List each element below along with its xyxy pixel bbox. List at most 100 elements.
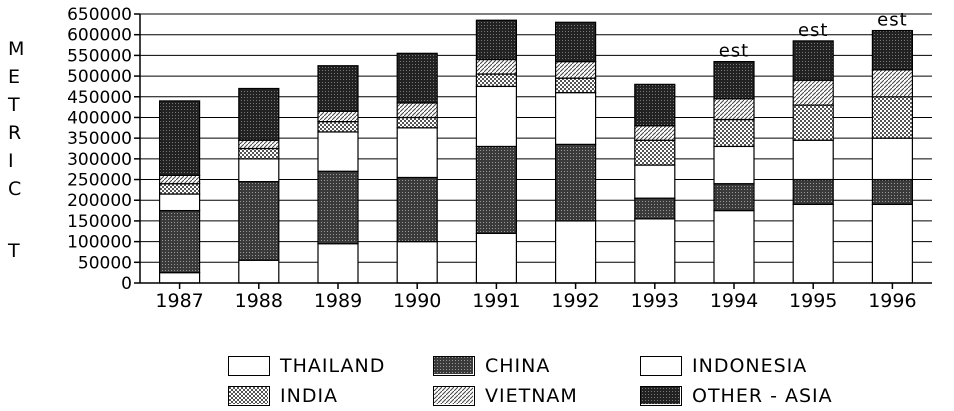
bar-segment-thailand-1987 (160, 273, 200, 283)
annotation-est-1996: est (877, 10, 908, 31)
bar-segment-india-1996 (872, 97, 912, 138)
bar-segment-vietnam-1993 (635, 126, 675, 140)
bar-segment-china-1993 (635, 198, 675, 219)
legend-item-india: INDIA (228, 384, 338, 408)
bar-segment-china-1989 (318, 171, 358, 243)
bar-segment-vietnam-1987 (160, 175, 200, 183)
bar-segment-other-asia-1991 (476, 20, 516, 59)
annotation-est-1995: est (798, 20, 829, 41)
y-tick-label: 450000 (67, 88, 132, 108)
y-tick-label: 300000 (67, 150, 132, 170)
bar-segment-china-1995 (793, 180, 833, 205)
bar-segment-india-1995 (793, 105, 833, 140)
x-tick-label-1992: 1992 (551, 290, 599, 312)
bar-segment-thailand-1992 (556, 221, 596, 283)
legend-swatch-other-asia (640, 386, 682, 406)
legend-label-thailand: THAILAND (280, 355, 385, 377)
y-tick-label: 550000 (67, 46, 132, 66)
x-tick-label-1987: 1987 (155, 290, 203, 312)
y-axis-label-letter: M (8, 38, 24, 60)
bar-segment-other-asia-1995 (793, 41, 833, 80)
bar-segment-indonesia-1987 (160, 194, 200, 211)
bar-segment-india-1988 (239, 149, 279, 159)
bar-segment-vietnam-1995 (793, 80, 833, 105)
y-tick-label: 650000 (67, 5, 132, 25)
bar-segment-thailand-1991 (476, 233, 516, 283)
y-tick-label: 400000 (67, 108, 132, 128)
bar-segment-other-asia-1993 (635, 84, 675, 125)
legend-swatch-vietnam (433, 386, 475, 406)
legend-label-vietnam: VIETNAM (485, 385, 578, 407)
legend-label-india: INDIA (280, 385, 338, 407)
legend-swatch-india (228, 386, 270, 406)
x-tick-label-1994: 1994 (710, 290, 758, 312)
x-tick-label-1993: 1993 (631, 290, 679, 312)
y-axis-ticks: 0500001000001500002000002500003000003500… (67, 5, 140, 294)
bar-segment-india-1989 (318, 122, 358, 132)
bar-segment-indonesia-1991 (476, 86, 516, 146)
bar-segment-indonesia-1989 (318, 132, 358, 171)
bar-segment-indonesia-1996 (872, 138, 912, 179)
bar-segment-indonesia-1988 (239, 159, 279, 182)
y-tick-label: 200000 (67, 191, 132, 211)
y-tick-label: 100000 (67, 233, 132, 253)
y-axis-label-letter: E (8, 66, 20, 88)
bar-segment-thailand-1993 (635, 219, 675, 283)
legend-item-vietnam: VIETNAM (433, 384, 578, 408)
legend-label-china: CHINA (485, 355, 550, 377)
legend-swatch-indonesia (640, 356, 682, 376)
legend-swatch-china (433, 356, 475, 376)
legend-label-indonesia: INDONESIA (692, 355, 807, 377)
annotation-est-1994: est (719, 41, 750, 62)
y-tick-label: 150000 (67, 212, 132, 232)
legend-item-indonesia: INDONESIA (640, 354, 807, 378)
y-tick-label: 250000 (67, 171, 132, 191)
bar-segment-thailand-1988 (239, 260, 279, 283)
bar-segment-india-1993 (635, 140, 675, 165)
bar-segment-thailand-1990 (397, 242, 437, 283)
bar-segment-thailand-1989 (318, 244, 358, 283)
bar-segment-thailand-1994 (714, 211, 754, 283)
y-tick-label: 500000 (67, 67, 132, 87)
legend-item-thailand: THAILAND (228, 354, 385, 378)
x-tick-label-1990: 1990 (393, 290, 441, 312)
bar-segment-vietnam-1989 (318, 111, 358, 121)
y-tick-label: 50000 (78, 253, 132, 273)
bar-segment-vietnam-1994 (714, 99, 754, 120)
bar-segment-china-1991 (476, 146, 516, 233)
bar-segment-india-1992 (556, 78, 596, 92)
legend-label-other-asia: OTHER - ASIA (692, 385, 833, 407)
bar-segment-china-1987 (160, 211, 200, 273)
y-axis-label-letter: T (8, 240, 20, 262)
bar-segment-other-asia-1988 (239, 88, 279, 140)
bar-segment-india-1990 (397, 117, 437, 127)
bar-segment-indonesia-1995 (793, 140, 833, 179)
y-tick-label: 350000 (67, 129, 132, 149)
y-tick-label: 0 (121, 274, 132, 294)
x-tick-label-1988: 1988 (235, 290, 283, 312)
bar-segment-thailand-1996 (872, 204, 912, 283)
y-axis-label-letter: C (8, 178, 21, 200)
legend-item-china: CHINA (433, 354, 550, 378)
bar-segment-china-1994 (714, 184, 754, 211)
bar-segment-other-asia-1994 (714, 62, 754, 99)
bar-segment-other-asia-1996 (872, 31, 912, 70)
bar-segment-vietnam-1992 (556, 62, 596, 79)
legend-item-other-asia: OTHER - ASIA (640, 384, 833, 408)
bar-segment-other-asia-1987 (160, 101, 200, 175)
bar-segment-india-1994 (714, 120, 754, 147)
bar-segment-indonesia-1993 (635, 165, 675, 198)
bar-segment-other-asia-1989 (318, 66, 358, 112)
x-tick-label-1995: 1995 (789, 290, 837, 312)
x-axis-ticks: 1987 1988 1989 1990 1991 1992 1993 1994 1995 1996 (155, 283, 916, 312)
x-tick-label-1991: 1991 (472, 290, 520, 312)
bars (160, 20, 913, 283)
bar-segment-india-1991 (476, 74, 516, 86)
stacked-bar-chart: 0500001000001500002000002500003000003500… (0, 0, 954, 345)
y-axis-label-letter: I (8, 150, 14, 172)
bar-segment-thailand-1995 (793, 204, 833, 283)
bar-segment-china-1990 (397, 177, 437, 241)
bar-segment-indonesia-1990 (397, 128, 437, 178)
y-axis-label-letter: R (8, 122, 21, 144)
bar-segment-india-1987 (160, 184, 200, 194)
